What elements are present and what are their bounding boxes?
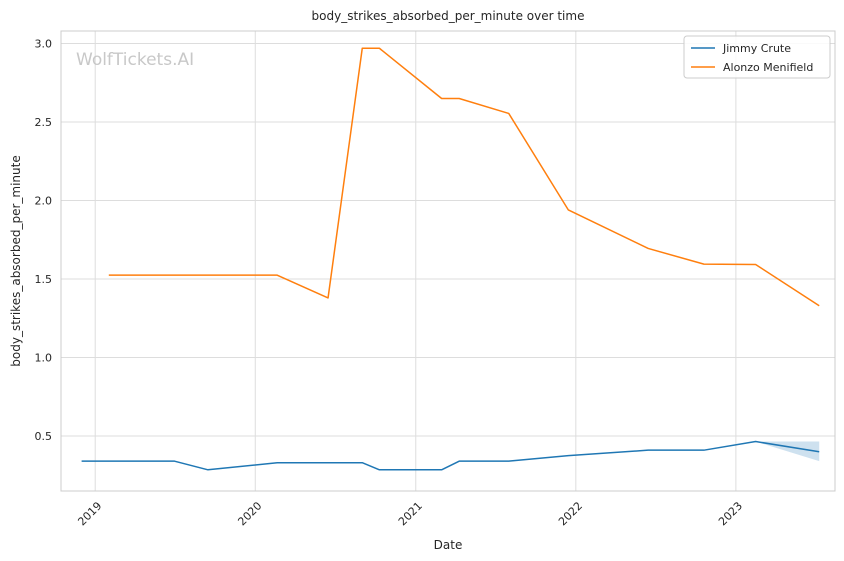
confidence-band <box>755 441 820 462</box>
grid <box>61 31 835 491</box>
series-line <box>81 440 820 471</box>
series-line <box>108 47 820 307</box>
legend-box <box>683 35 831 79</box>
y-tick-label: 0.5 <box>35 430 53 443</box>
y-axis-ticks: 0.5 1.0 1.5 2.0 2.5 3.0 <box>35 38 53 443</box>
y-tick-label: 1.5 <box>35 273 53 286</box>
watermark-text: WolfTickets.AI <box>76 50 194 70</box>
y-tick-label: 1.0 <box>35 352 53 365</box>
chart-title: body_strikes_absorbed_per_minute over ti… <box>312 9 585 23</box>
plot-frame <box>60 30 836 492</box>
x-axis-label: Date <box>434 538 463 552</box>
y-tick-label: 2.0 <box>35 195 53 208</box>
legend: Jimmy Crute Alonzo Menifield <box>683 35 831 79</box>
legend-label: Jimmy Crute <box>722 42 791 55</box>
y-axis-label: body_strikes_absorbed_per_minute <box>9 155 23 366</box>
legend-label: Alonzo Menifield <box>723 61 813 74</box>
y-tick-label: 3.0 <box>35 38 53 51</box>
y-tick-label: 2.5 <box>35 116 53 129</box>
confidence-bands <box>755 441 820 462</box>
series-lines <box>81 47 820 471</box>
